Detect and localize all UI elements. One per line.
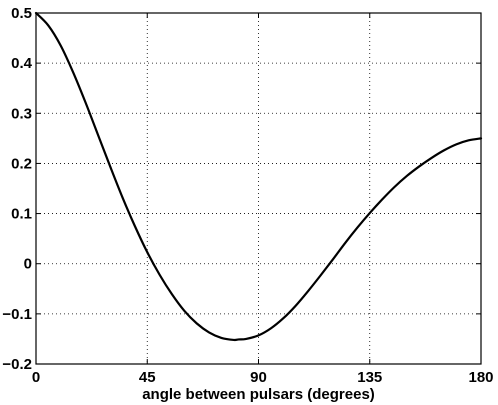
x-tick-label: 135 xyxy=(357,369,382,386)
y-tick-labels: −0.2 −0.1 0 0.1 0.2 0.3 0.4 0.5 xyxy=(2,5,32,373)
y-tick-label: 0.1 xyxy=(11,206,32,223)
ticks xyxy=(35,12,482,365)
x-tick-label: 180 xyxy=(468,369,493,386)
x-tick-labels: 0 45 90 135 180 xyxy=(32,369,494,386)
y-tick-label: 0 xyxy=(24,256,32,273)
series-line xyxy=(34,11,483,342)
x-tick-label: 0 xyxy=(32,369,40,386)
x-tick-label: 45 xyxy=(139,369,156,386)
grid xyxy=(36,13,481,364)
y-tick-label: −0.2 xyxy=(2,356,32,373)
y-tick-label: 0.3 xyxy=(11,105,32,122)
y-tick-label: −0.1 xyxy=(2,306,32,323)
curve-layer xyxy=(34,11,483,342)
x-tick-label: 90 xyxy=(250,369,267,386)
y-tick-label: 0.2 xyxy=(11,155,32,172)
x-axis-label: angle between pulsars (degrees) xyxy=(142,386,375,403)
y-tick-label: 0.5 xyxy=(11,5,32,22)
y-tick-label: 0.4 xyxy=(11,55,33,72)
